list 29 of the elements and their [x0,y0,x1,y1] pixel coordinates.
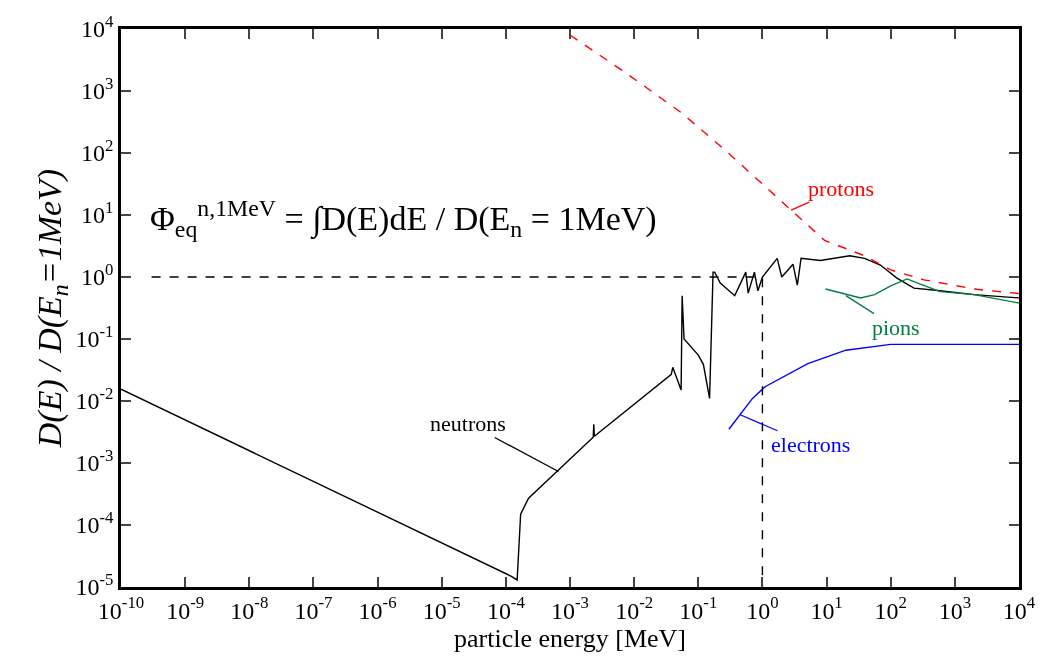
annotation: pions [872,315,920,340]
annotation: Φ$_{eq}$$^{n,1MeV}$ = ∫D(E)dE / D(E$_{n}$ = 1MeV) [150,195,657,243]
y-tick-label: 10$^{-2}$ [75,384,114,415]
x-tick-label: 10$^{1}$ [810,593,843,624]
x-tick-label: 10$^{-6}$ [358,593,397,624]
x-tick-label: 10$^{-2}$ [615,593,654,624]
x-tick-label: 10$^{2}$ [874,593,907,624]
x-axis-title: particle energy [MeV] [454,623,686,653]
x-tick-label: 10$^{-4}$ [486,593,526,624]
x-tick-label: 10$^{-9}$ [166,593,205,624]
y-tick-label: 10$^{-4}$ [75,508,115,539]
annotation: neutrons [430,411,506,436]
x-tick-label: 10$^{3}$ [938,593,972,624]
annotation: electrons [771,432,851,457]
y-tick-label: 10$^{-1}$ [75,322,114,353]
x-tick-label: 10$^{-8}$ [230,593,269,624]
y-tick-label: 10$^{3}$ [81,74,114,105]
y-tick-label: 10$^{0}$ [81,260,114,291]
x-tick-label: 10$^{0}$ [746,593,779,624]
x-tick-label: 10$^{4}$ [1002,593,1036,624]
y-tick-label: 10$^{-3}$ [75,446,114,477]
x-tick-label: 10$^{-5}$ [422,593,461,624]
x-tick-label: 10$^{-7}$ [294,593,333,624]
x-tick-label: 10$^{-3}$ [551,593,589,624]
annotation: protons [808,176,874,201]
y-tick-label: 10$^{1}$ [81,198,114,229]
x-tick-label: 10$^{-1}$ [679,593,718,624]
y-tick-label: 10$^{2}$ [81,136,114,167]
y-tick-label: 10$^{4}$ [81,12,115,43]
